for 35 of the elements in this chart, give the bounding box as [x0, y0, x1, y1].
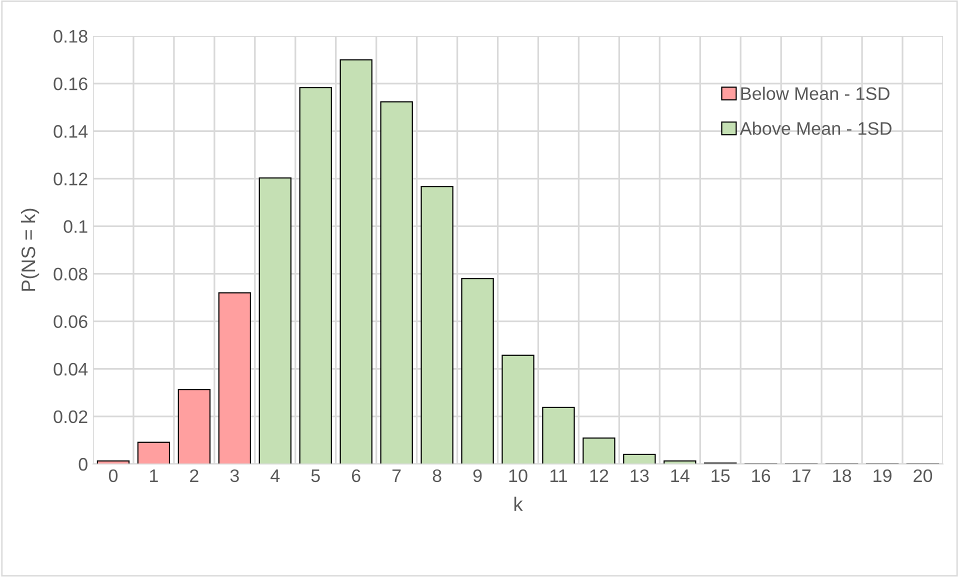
y-tick-label: 0.08 — [54, 268, 88, 280]
x-tick-label: 5 — [311, 470, 320, 482]
y-tick-label: 0.02 — [54, 410, 88, 424]
y-tick-label: 0.18 — [54, 30, 88, 43]
y-tick-label: 0 — [78, 458, 88, 471]
x-tick-label: 10 — [509, 469, 528, 482]
x-tick-label: 20 — [914, 469, 932, 482]
y-tick-label: 0.06 — [54, 315, 88, 328]
x-tick-label: 17 — [792, 470, 810, 482]
x-tick-label: 9 — [473, 469, 482, 482]
x-tick-label: 4 — [270, 470, 280, 482]
x-tick-label: 3 — [230, 469, 239, 482]
x-tick-label: 0 — [108, 469, 118, 482]
x-tick-label: 1 — [150, 470, 158, 482]
y-tick-label: 0.14 — [54, 125, 88, 138]
x-tick-label: 7 — [392, 470, 401, 482]
y-tick-label: 0.12 — [54, 172, 88, 186]
x-tick-label: 8 — [432, 469, 442, 482]
x-tick-label: 13 — [630, 469, 649, 482]
y-tick-label: 0.16 — [54, 77, 88, 90]
x-tick-label: 18 — [833, 469, 852, 482]
y-axis-title: P(NS = k) — [20, 208, 40, 291]
x-tick-label: 12 — [590, 469, 608, 482]
x-tick-label: 11 — [550, 470, 567, 482]
y-tick-label: 0.04 — [54, 362, 88, 376]
x-tick-label: 14 — [671, 470, 690, 482]
legend-label: Above Mean - 1SD — [740, 122, 892, 135]
x-tick-label: 2 — [190, 469, 198, 482]
x-tick-label: 19 — [874, 469, 892, 482]
legend-label: Below Mean - 1SD — [741, 86, 890, 100]
x-axis-title: k — [514, 496, 523, 511]
x-tick-label: 16 — [752, 469, 770, 482]
y-tick-label: 0.1 — [64, 220, 88, 233]
x-tick-label: 15 — [712, 470, 730, 482]
x-tick-label: 6 — [352, 469, 360, 482]
